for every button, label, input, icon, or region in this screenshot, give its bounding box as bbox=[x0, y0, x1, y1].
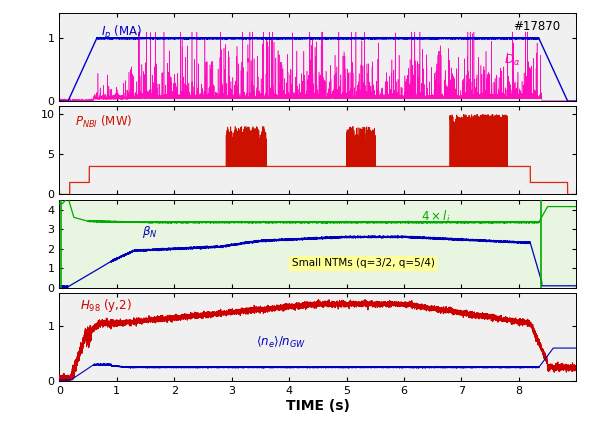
X-axis label: TIME (s): TIME (s) bbox=[286, 399, 350, 413]
Text: #17870: #17870 bbox=[514, 20, 561, 33]
Text: $\langle n_e\rangle/n_{GW}$: $\langle n_e\rangle/n_{GW}$ bbox=[256, 336, 306, 350]
Text: $I_p$ (MA): $I_p$ (MA) bbox=[101, 24, 142, 42]
Text: $\beta_N$: $\beta_N$ bbox=[142, 224, 157, 240]
Text: Small NTMs (q=3/2, q=5/4): Small NTMs (q=3/2, q=5/4) bbox=[292, 258, 435, 268]
Text: $D_\alpha$: $D_\alpha$ bbox=[504, 53, 520, 68]
Text: $H_{98}$ (y,2): $H_{98}$ (y,2) bbox=[80, 297, 132, 314]
Text: $4\times l_i$: $4\times l_i$ bbox=[421, 208, 451, 225]
Text: $P_{NBI}$ (MW): $P_{NBI}$ (MW) bbox=[75, 113, 132, 130]
